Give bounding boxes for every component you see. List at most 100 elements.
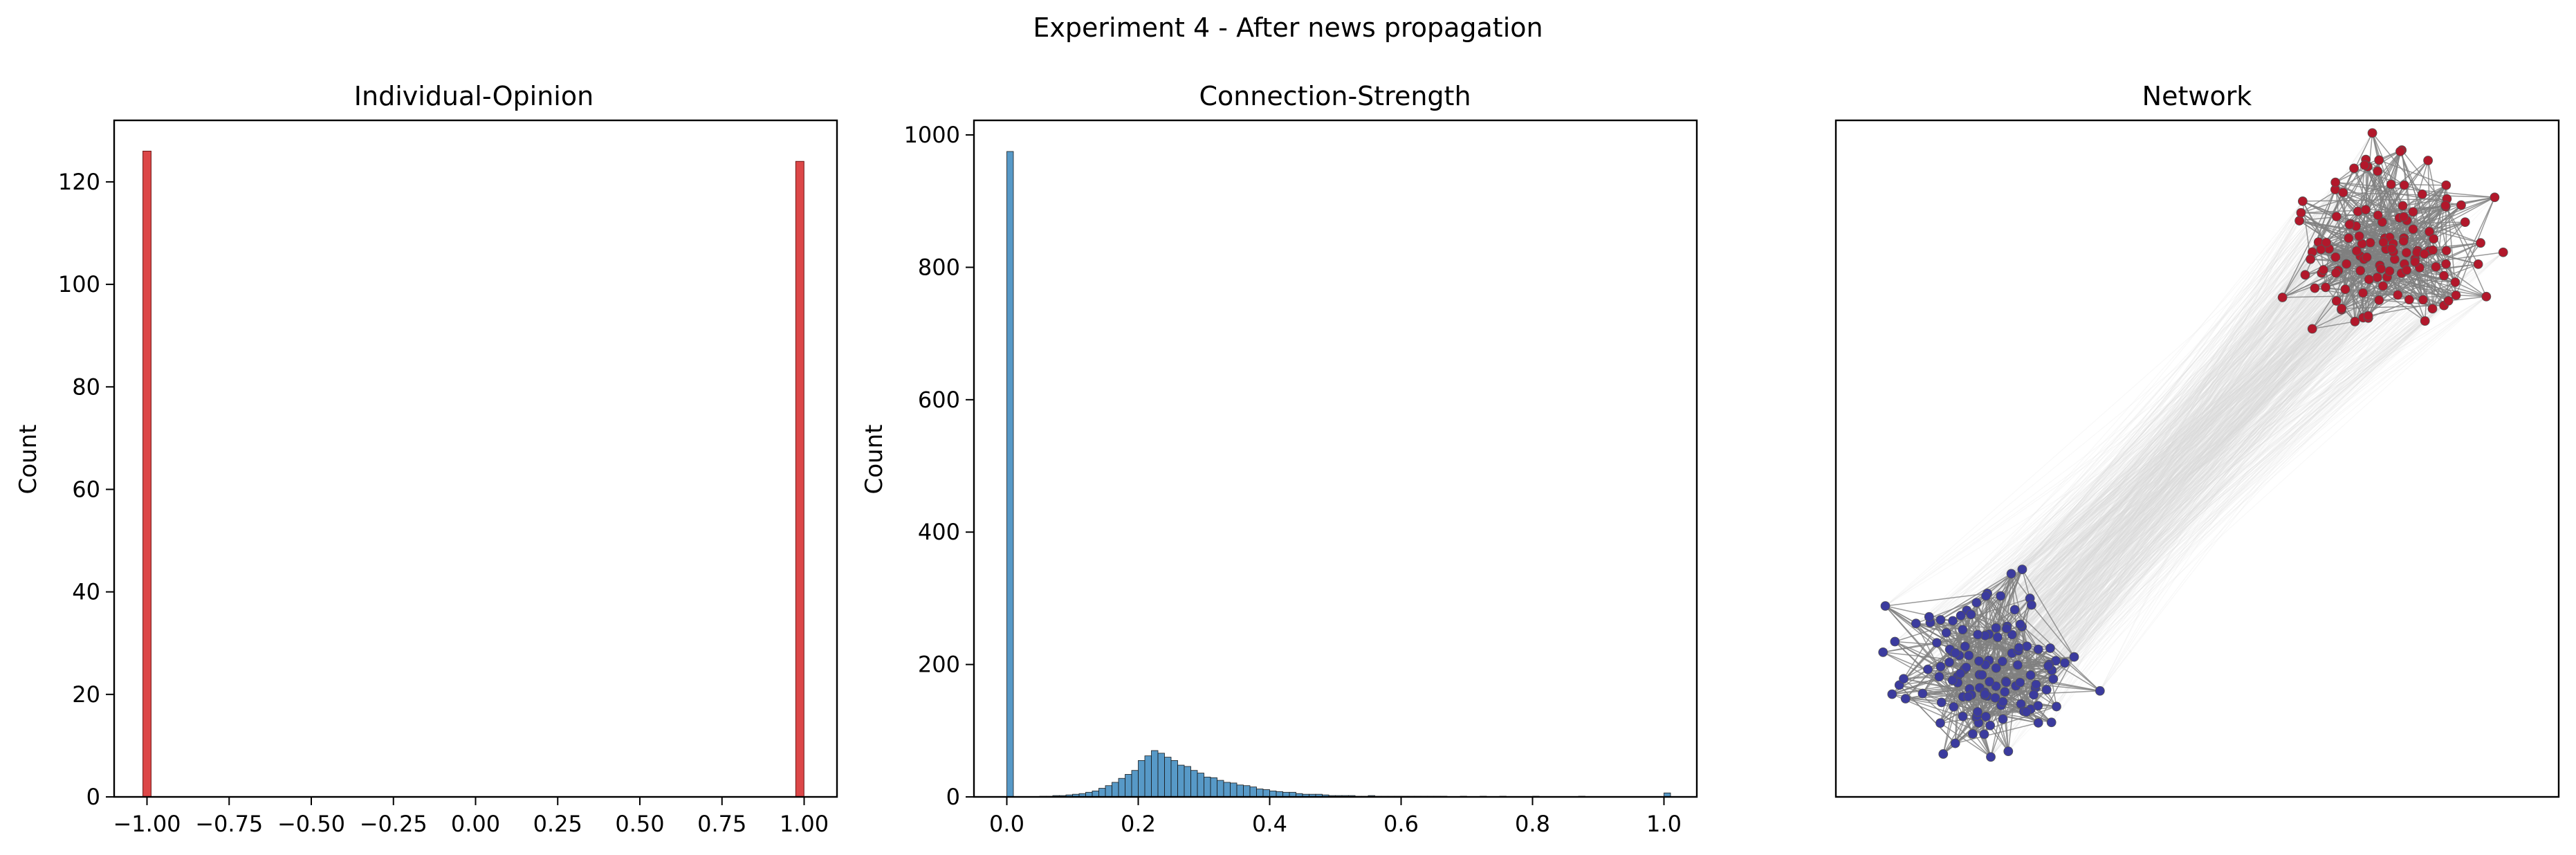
opinion-x-tick-label: 0.25 bbox=[533, 811, 582, 837]
inter-edge bbox=[2038, 221, 2383, 650]
network-node bbox=[2306, 254, 2316, 264]
network-node bbox=[2404, 295, 2414, 305]
inter-edge bbox=[2025, 315, 2369, 712]
inter-edge bbox=[1929, 235, 2360, 618]
strength-bar bbox=[1217, 780, 1224, 798]
network-node bbox=[2296, 208, 2306, 218]
inter-edge bbox=[2014, 317, 2364, 610]
inter-edge bbox=[2056, 220, 2300, 707]
strength-x-axis: 0.0 0.2 0.4 0.6 0.8 1.0 bbox=[989, 797, 1682, 837]
opinion-x-tick-label: −0.50 bbox=[277, 811, 345, 837]
edge bbox=[2038, 656, 2075, 724]
strength-x-tick-label: 0.2 bbox=[1121, 811, 1156, 837]
network-title: Network bbox=[2142, 81, 2252, 111]
edge bbox=[1940, 593, 1988, 620]
inter-edge bbox=[1996, 315, 2369, 669]
inter-edge bbox=[2019, 300, 2449, 683]
network-node bbox=[2460, 217, 2470, 228]
inter-edge bbox=[1985, 259, 2311, 596]
edge bbox=[1964, 663, 2050, 671]
inter-edge bbox=[1984, 269, 2324, 693]
strength-bar bbox=[1125, 774, 1132, 798]
inter-edge bbox=[1971, 250, 2357, 695]
network-node bbox=[2033, 701, 2043, 711]
inter-edge bbox=[1985, 189, 2336, 695]
inter-edge bbox=[1952, 270, 2361, 621]
inter-edge bbox=[1996, 300, 2337, 629]
inter-edge bbox=[2000, 315, 2369, 706]
inter-edge bbox=[2038, 305, 2445, 650]
inter-edge bbox=[2021, 269, 2324, 705]
network-node bbox=[2363, 311, 2373, 321]
inter-edge bbox=[1965, 288, 2346, 647]
inter-edge bbox=[2030, 201, 2303, 599]
inter-edge bbox=[2018, 279, 2370, 648]
network-node bbox=[2045, 643, 2055, 653]
strength-y-tick-label: 400 bbox=[918, 519, 960, 545]
inter-edge bbox=[1996, 243, 2393, 669]
inter-edge bbox=[1927, 264, 2405, 670]
edge bbox=[1958, 670, 2052, 683]
inter-edge bbox=[1962, 261, 2416, 697]
network-node bbox=[2361, 205, 2371, 214]
opinion-x-tick-label: −0.25 bbox=[360, 811, 427, 837]
edge bbox=[2282, 189, 2336, 298]
inter-edge bbox=[1936, 295, 2456, 643]
inter-edge bbox=[2003, 237, 2391, 719]
inter-edge bbox=[2021, 308, 2433, 627]
strength-x-tick-label: 0.4 bbox=[1252, 811, 1287, 837]
inter-edge bbox=[1987, 299, 2424, 697]
inter-edge bbox=[2018, 211, 2359, 651]
inter-edge bbox=[1964, 267, 2420, 670]
edge bbox=[2448, 296, 2487, 302]
inter-edge bbox=[1971, 248, 2393, 615]
network-node bbox=[2374, 155, 2384, 165]
network-node bbox=[2372, 273, 2382, 282]
inter-edge bbox=[2007, 264, 2479, 752]
inter-edge bbox=[2051, 318, 2369, 723]
inter-edge bbox=[2030, 274, 2306, 710]
strength-x-tick-label: 0.6 bbox=[1383, 811, 1419, 837]
network-node bbox=[1935, 615, 1946, 625]
network-node bbox=[2321, 237, 2331, 248]
network-node bbox=[1936, 697, 1947, 708]
edge bbox=[2365, 159, 2369, 318]
inter-edge bbox=[1997, 269, 2324, 638]
edge bbox=[2312, 251, 2356, 322]
network-node bbox=[2423, 156, 2434, 165]
network-node bbox=[2441, 246, 2451, 256]
edge bbox=[1976, 602, 2039, 724]
inter-edge bbox=[1965, 270, 2390, 668]
edge bbox=[2014, 609, 2101, 692]
edge bbox=[2445, 206, 2487, 297]
inter-edge bbox=[1915, 268, 2382, 624]
edge bbox=[2391, 183, 2447, 186]
inter-edge bbox=[1969, 250, 2357, 690]
inter-edge bbox=[2033, 252, 2313, 695]
inter-edge bbox=[2012, 300, 2449, 635]
edge bbox=[2301, 212, 2404, 218]
inter-edge bbox=[2017, 294, 2398, 665]
inter-edge bbox=[1981, 266, 2436, 676]
inter-edge bbox=[1957, 277, 2388, 683]
strength-bar bbox=[1256, 789, 1264, 798]
inter-edge bbox=[1962, 264, 2478, 717]
network-node bbox=[2069, 652, 2079, 662]
opinion-x-tick-label: −1.00 bbox=[113, 811, 181, 837]
edge bbox=[2412, 160, 2429, 212]
inter-edge bbox=[2005, 205, 2404, 683]
inter-edge bbox=[2014, 286, 2326, 610]
network-node bbox=[2355, 266, 2366, 276]
inter-edge bbox=[2026, 296, 2487, 712]
inter-edge bbox=[2035, 320, 2426, 685]
inter-edge bbox=[1952, 286, 2326, 621]
inter-edge bbox=[1989, 241, 2404, 726]
inter-edge bbox=[2006, 299, 2424, 629]
inter-edge bbox=[1984, 264, 2479, 735]
inter-edge bbox=[1978, 277, 2388, 662]
inter-edge bbox=[1965, 237, 2404, 647]
inter-edge bbox=[1985, 184, 2392, 665]
inter-edge bbox=[2030, 308, 2433, 710]
inter-edge bbox=[2005, 305, 2445, 682]
inter-edge bbox=[2002, 251, 2313, 662]
